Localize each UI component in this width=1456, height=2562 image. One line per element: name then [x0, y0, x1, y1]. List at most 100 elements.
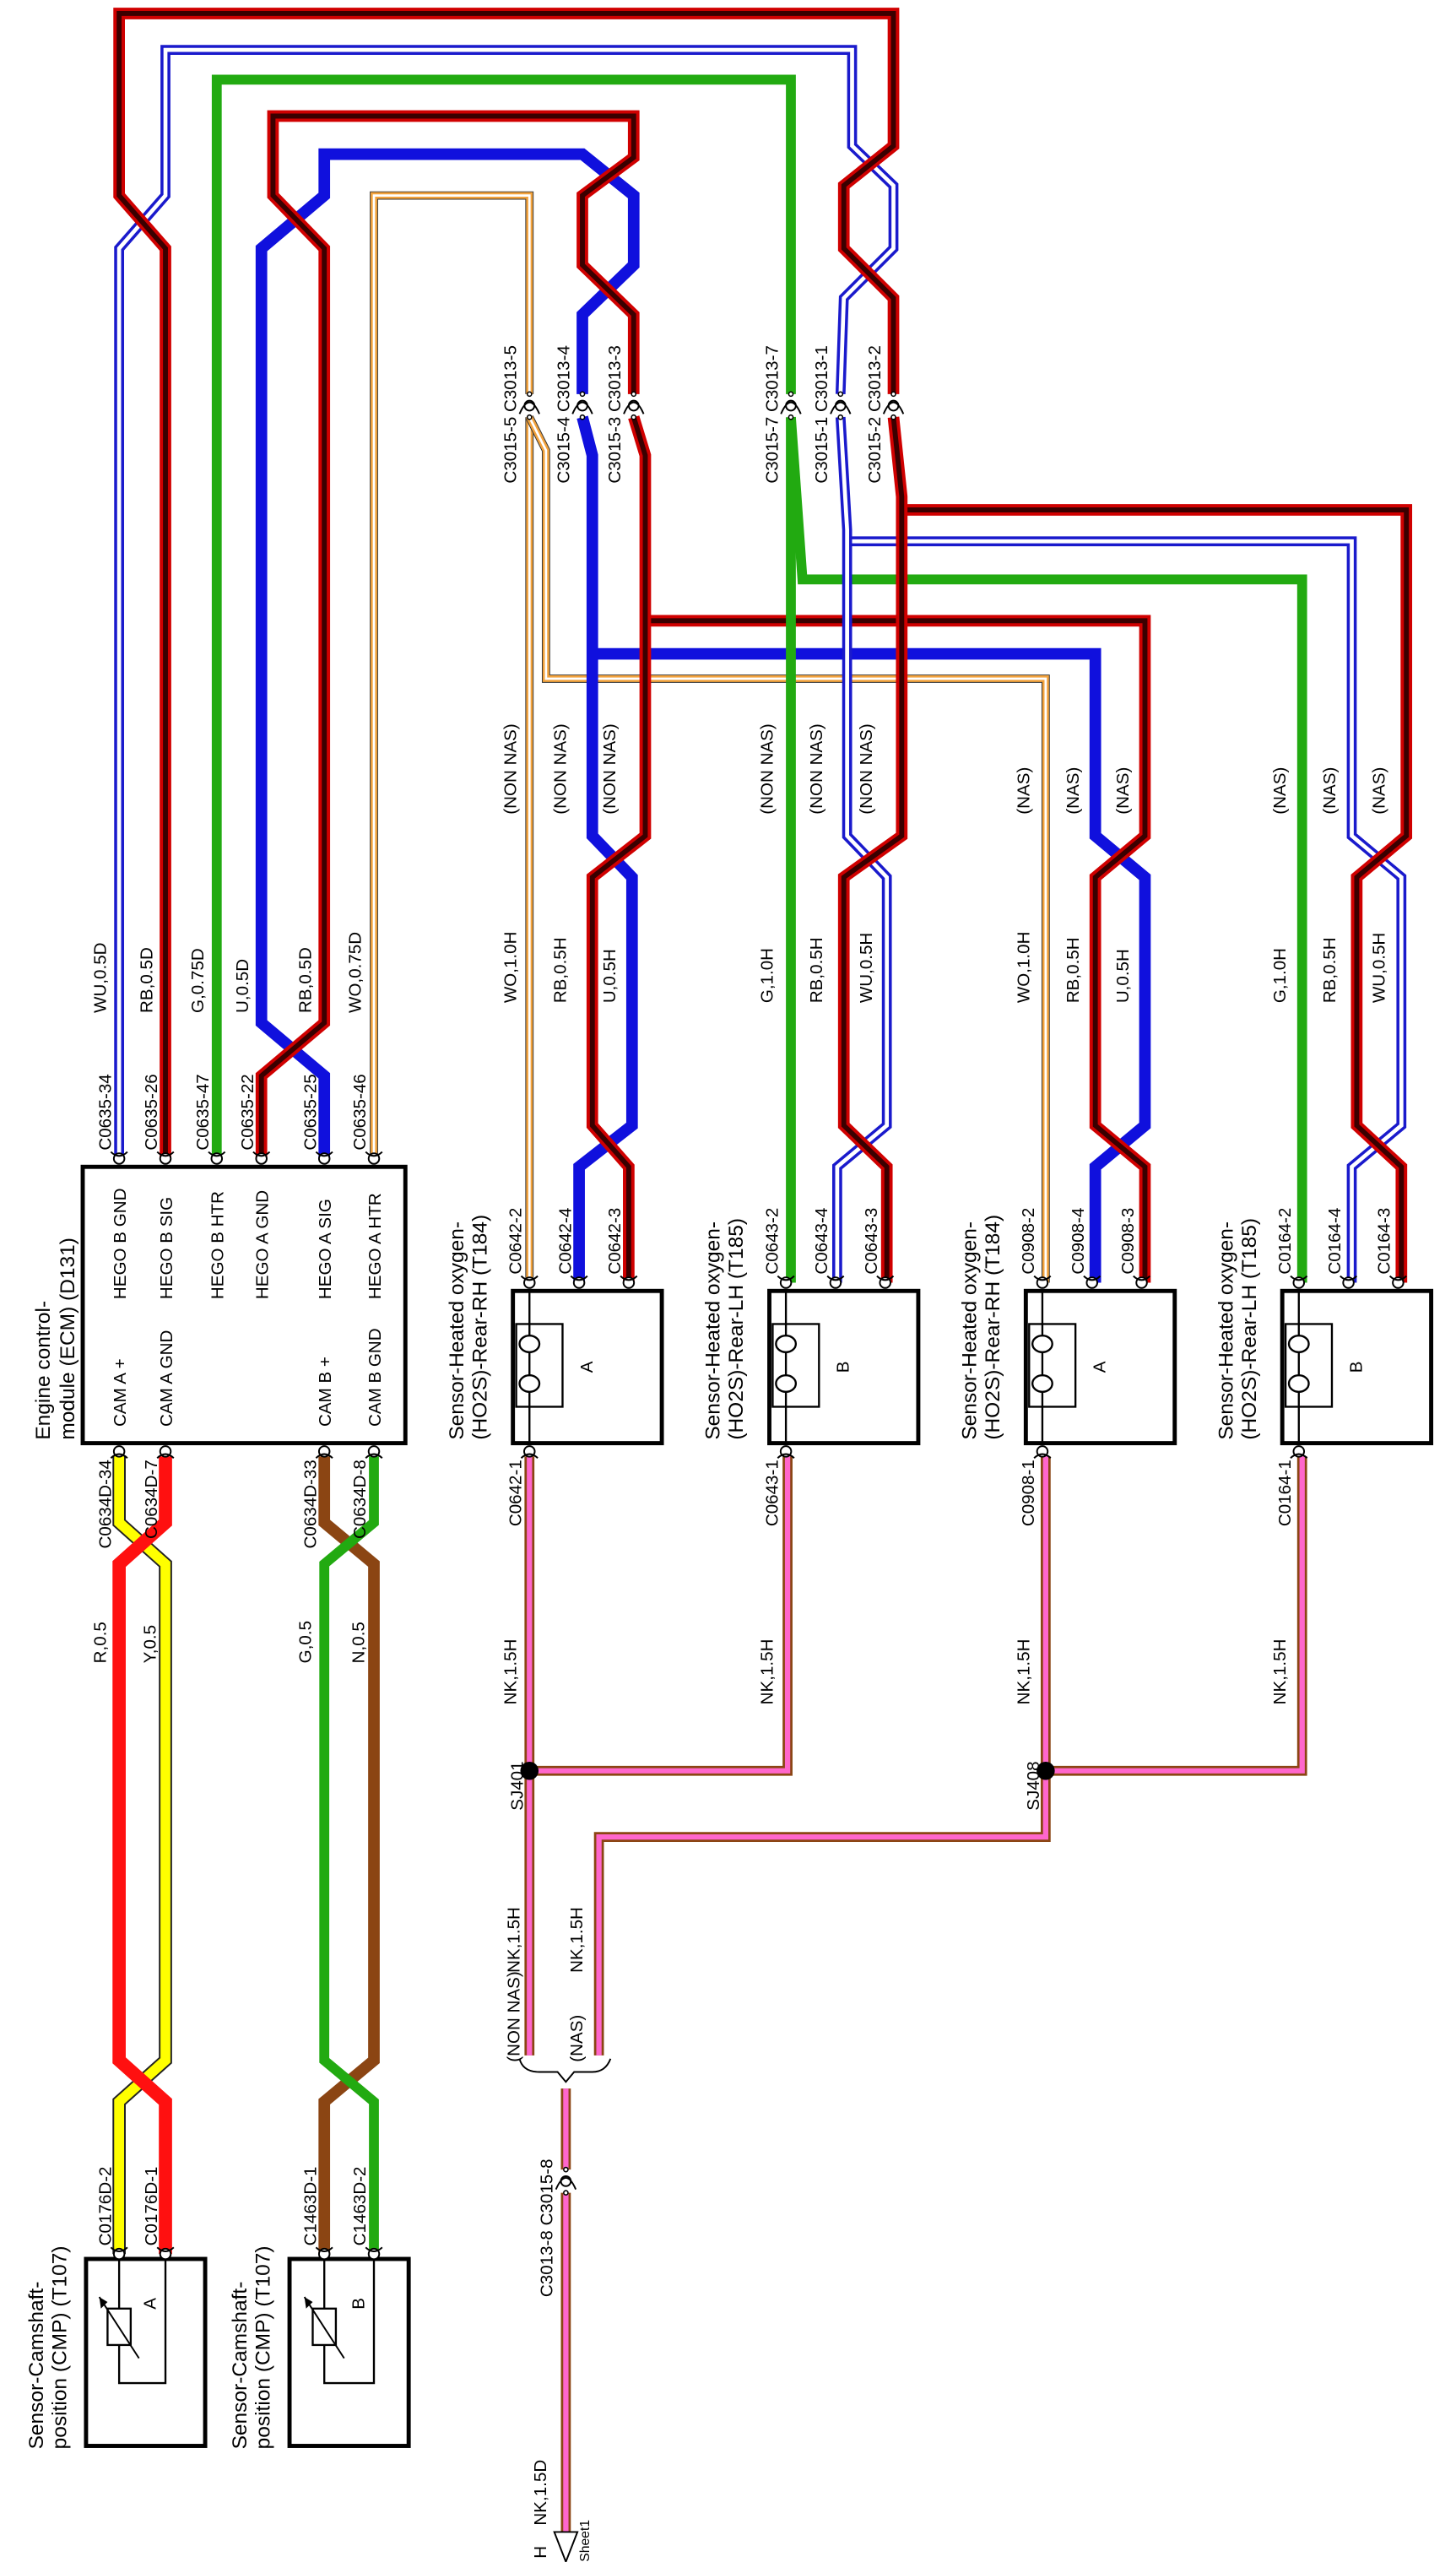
wire-r-cam-a: [112, 1456, 172, 2255]
o2-top-pin: [520, 1275, 539, 1289]
pin-arc: [1133, 1275, 1151, 1281]
connector-dot: [631, 414, 637, 420]
pin-arc: [520, 1453, 539, 1459]
o2-sensor-letter: A: [1090, 1361, 1109, 1373]
variable-arrow-icon: [98, 2296, 140, 2359]
o2-pin-label: C0164-3: [1375, 1208, 1394, 1275]
cmp-sensor-letter: A: [140, 2298, 160, 2310]
o2-wire-label: RB,0.5H: [1064, 937, 1083, 1003]
arrow-head-icon: [99, 2297, 108, 2309]
o2-pin-label: C0643-4: [812, 1208, 831, 1275]
o2-sensor-title: Sensor-Heated oxygen-: [702, 1221, 725, 1440]
pin-arc: [315, 1151, 333, 1157]
pin-arc: [1340, 1275, 1358, 1281]
wire-wu-sensor2-layer-1: [835, 417, 890, 1283]
wire-rb-hego-b-sig-layer-1: [116, 11, 896, 1159]
ecm-wire-label: WO,0.75D: [345, 932, 365, 1013]
connector-dot: [563, 2190, 569, 2196]
wire-u-hego-a-gnd: [255, 148, 640, 1159]
cmp-sensor-letter: B: [349, 2298, 368, 2310]
wire-rb-hego-a-sig: [255, 110, 640, 1159]
ecm-pin-function: CAM A +: [111, 1358, 130, 1427]
wire-wu-sensor4: [847, 536, 1407, 1283]
wire-nk-nas-layer-0: [593, 1456, 1051, 2056]
o2-top-pin: [620, 1275, 638, 1289]
o2-pin-label: C0908-4: [1069, 1208, 1088, 1275]
o2-top-pin: [1340, 1275, 1358, 1289]
pin-arc: [520, 1275, 539, 1281]
wire-nk-sensor4-layer-0: [1045, 1456, 1307, 1776]
connector-arc: [518, 401, 540, 414]
cmp-pin-label: C1463D-1: [300, 2167, 320, 2246]
ecm-bottom-pin: [315, 1445, 333, 1459]
o2-pin-label: C0164-1: [1275, 1460, 1295, 1526]
o2-variant-label: (NAS): [1113, 767, 1133, 815]
cmp-wire-label: N,0.5: [349, 1622, 368, 1663]
o2-wire-label: WO,1.0H: [1014, 932, 1033, 1004]
ecm-pin-connector-label: C0634D-8: [350, 1460, 370, 1539]
o2-wire-label: WU,0.5H: [1370, 933, 1389, 1003]
wire-rb-sensor2: [837, 416, 908, 1283]
o2-sensor-letter: B: [834, 1362, 853, 1373]
o2-ground-wire-label: NK,1.5H: [1270, 1639, 1290, 1705]
ecm-top-pin: [110, 1151, 128, 1165]
pin-arc: [208, 1151, 226, 1157]
inline-connector-label: C3015-5 C3013-5: [501, 345, 521, 484]
o2-sensor-letter: B: [1346, 1362, 1366, 1373]
inline-connector-label: C3015-7 C3013-7: [762, 345, 782, 484]
ecm-wire-label: RB,0.5D: [296, 947, 316, 1013]
o2-pin-label: C0164-2: [1275, 1208, 1295, 1275]
o2-sensor-title: Sensor-Heated oxygen-: [446, 1221, 468, 1440]
connector-dot: [631, 391, 637, 398]
pin-arc: [1290, 1453, 1308, 1459]
inline-connector: [623, 391, 645, 420]
o2-sensor-title: (HO2S)-Rear-RH (T184): [468, 1215, 491, 1440]
o2-top-pin: [1388, 1275, 1407, 1289]
o2-top-pin: [826, 1275, 845, 1289]
wire-wo-sensor3: [525, 415, 1050, 1283]
cmp-wire-label: G,0.5: [296, 1621, 316, 1663]
wire-rb-hego-b-sig: [113, 8, 900, 1159]
wire-rb-hego-a-sig-layer-0: [255, 110, 640, 1159]
ecm-pin-connector-label: C0635-34: [95, 1074, 115, 1150]
wire-nk-sensor2-layer-0: [529, 1456, 793, 1776]
connector-dot: [526, 391, 533, 398]
connector-arc: [882, 401, 905, 414]
heater-contact-icon: [1287, 1335, 1310, 1353]
heater-contact-icon: [1287, 1374, 1310, 1394]
cmp-sensor-title: position (CMP) (T107): [252, 2245, 275, 2449]
wire-wu-sensor4-layer-1: [847, 539, 1404, 1283]
cmp-pin: [110, 2246, 128, 2261]
wire-wo-hego-a-htr-layer-1: [371, 192, 533, 1159]
ecm-pin-function: HEGO B GND: [111, 1189, 130, 1300]
connector-dot: [563, 2166, 569, 2173]
o2-pin-label: C0643-1: [762, 1460, 782, 1526]
wire-rb-sensor1: [586, 415, 652, 1283]
o2-sensor-title: Sensor-Heated oxygen-: [959, 1221, 982, 1440]
o2-wire-label: U,0.5H: [1113, 949, 1133, 1003]
wire-nk-sensor2-layer-1: [529, 1456, 791, 1774]
o2-pin-label: C0164-4: [1325, 1208, 1345, 1275]
ecm-pin-function: HEGO A GND: [253, 1190, 273, 1299]
inline-connector: [780, 391, 802, 420]
heater-contact-icon: [775, 1335, 798, 1353]
arrow-head-icon: [304, 2297, 313, 2309]
o2-wire-label: RB,0.5H: [807, 937, 826, 1003]
ecm-pin-function: HEGO B HTR: [208, 1191, 228, 1299]
cmp-pin: [315, 2246, 333, 2261]
pin-arc: [110, 1453, 128, 1459]
cmp-wire-label: Y,0.5: [140, 1625, 160, 1663]
o2-variant-label: (NAS): [1370, 767, 1389, 815]
connector-arc: [780, 401, 802, 414]
splice-sj401: [520, 1761, 539, 1780]
ecm-pin-function: CAM B GND: [365, 1328, 385, 1427]
cmp-wire-label: R,0.5: [90, 1622, 110, 1663]
ecm-wire-label: U,0.5D: [233, 959, 252, 1013]
o2-wire-label: RB,0.5H: [1320, 937, 1340, 1003]
o2-variant-label: (NAS): [1014, 767, 1033, 815]
o2-variant-label: (NON NAS): [807, 723, 826, 814]
pin-arc: [156, 1151, 175, 1157]
ecm-box: [80, 1164, 408, 1446]
o2-variant-label: (NON NAS): [550, 723, 570, 814]
pin-arc: [777, 1453, 795, 1459]
